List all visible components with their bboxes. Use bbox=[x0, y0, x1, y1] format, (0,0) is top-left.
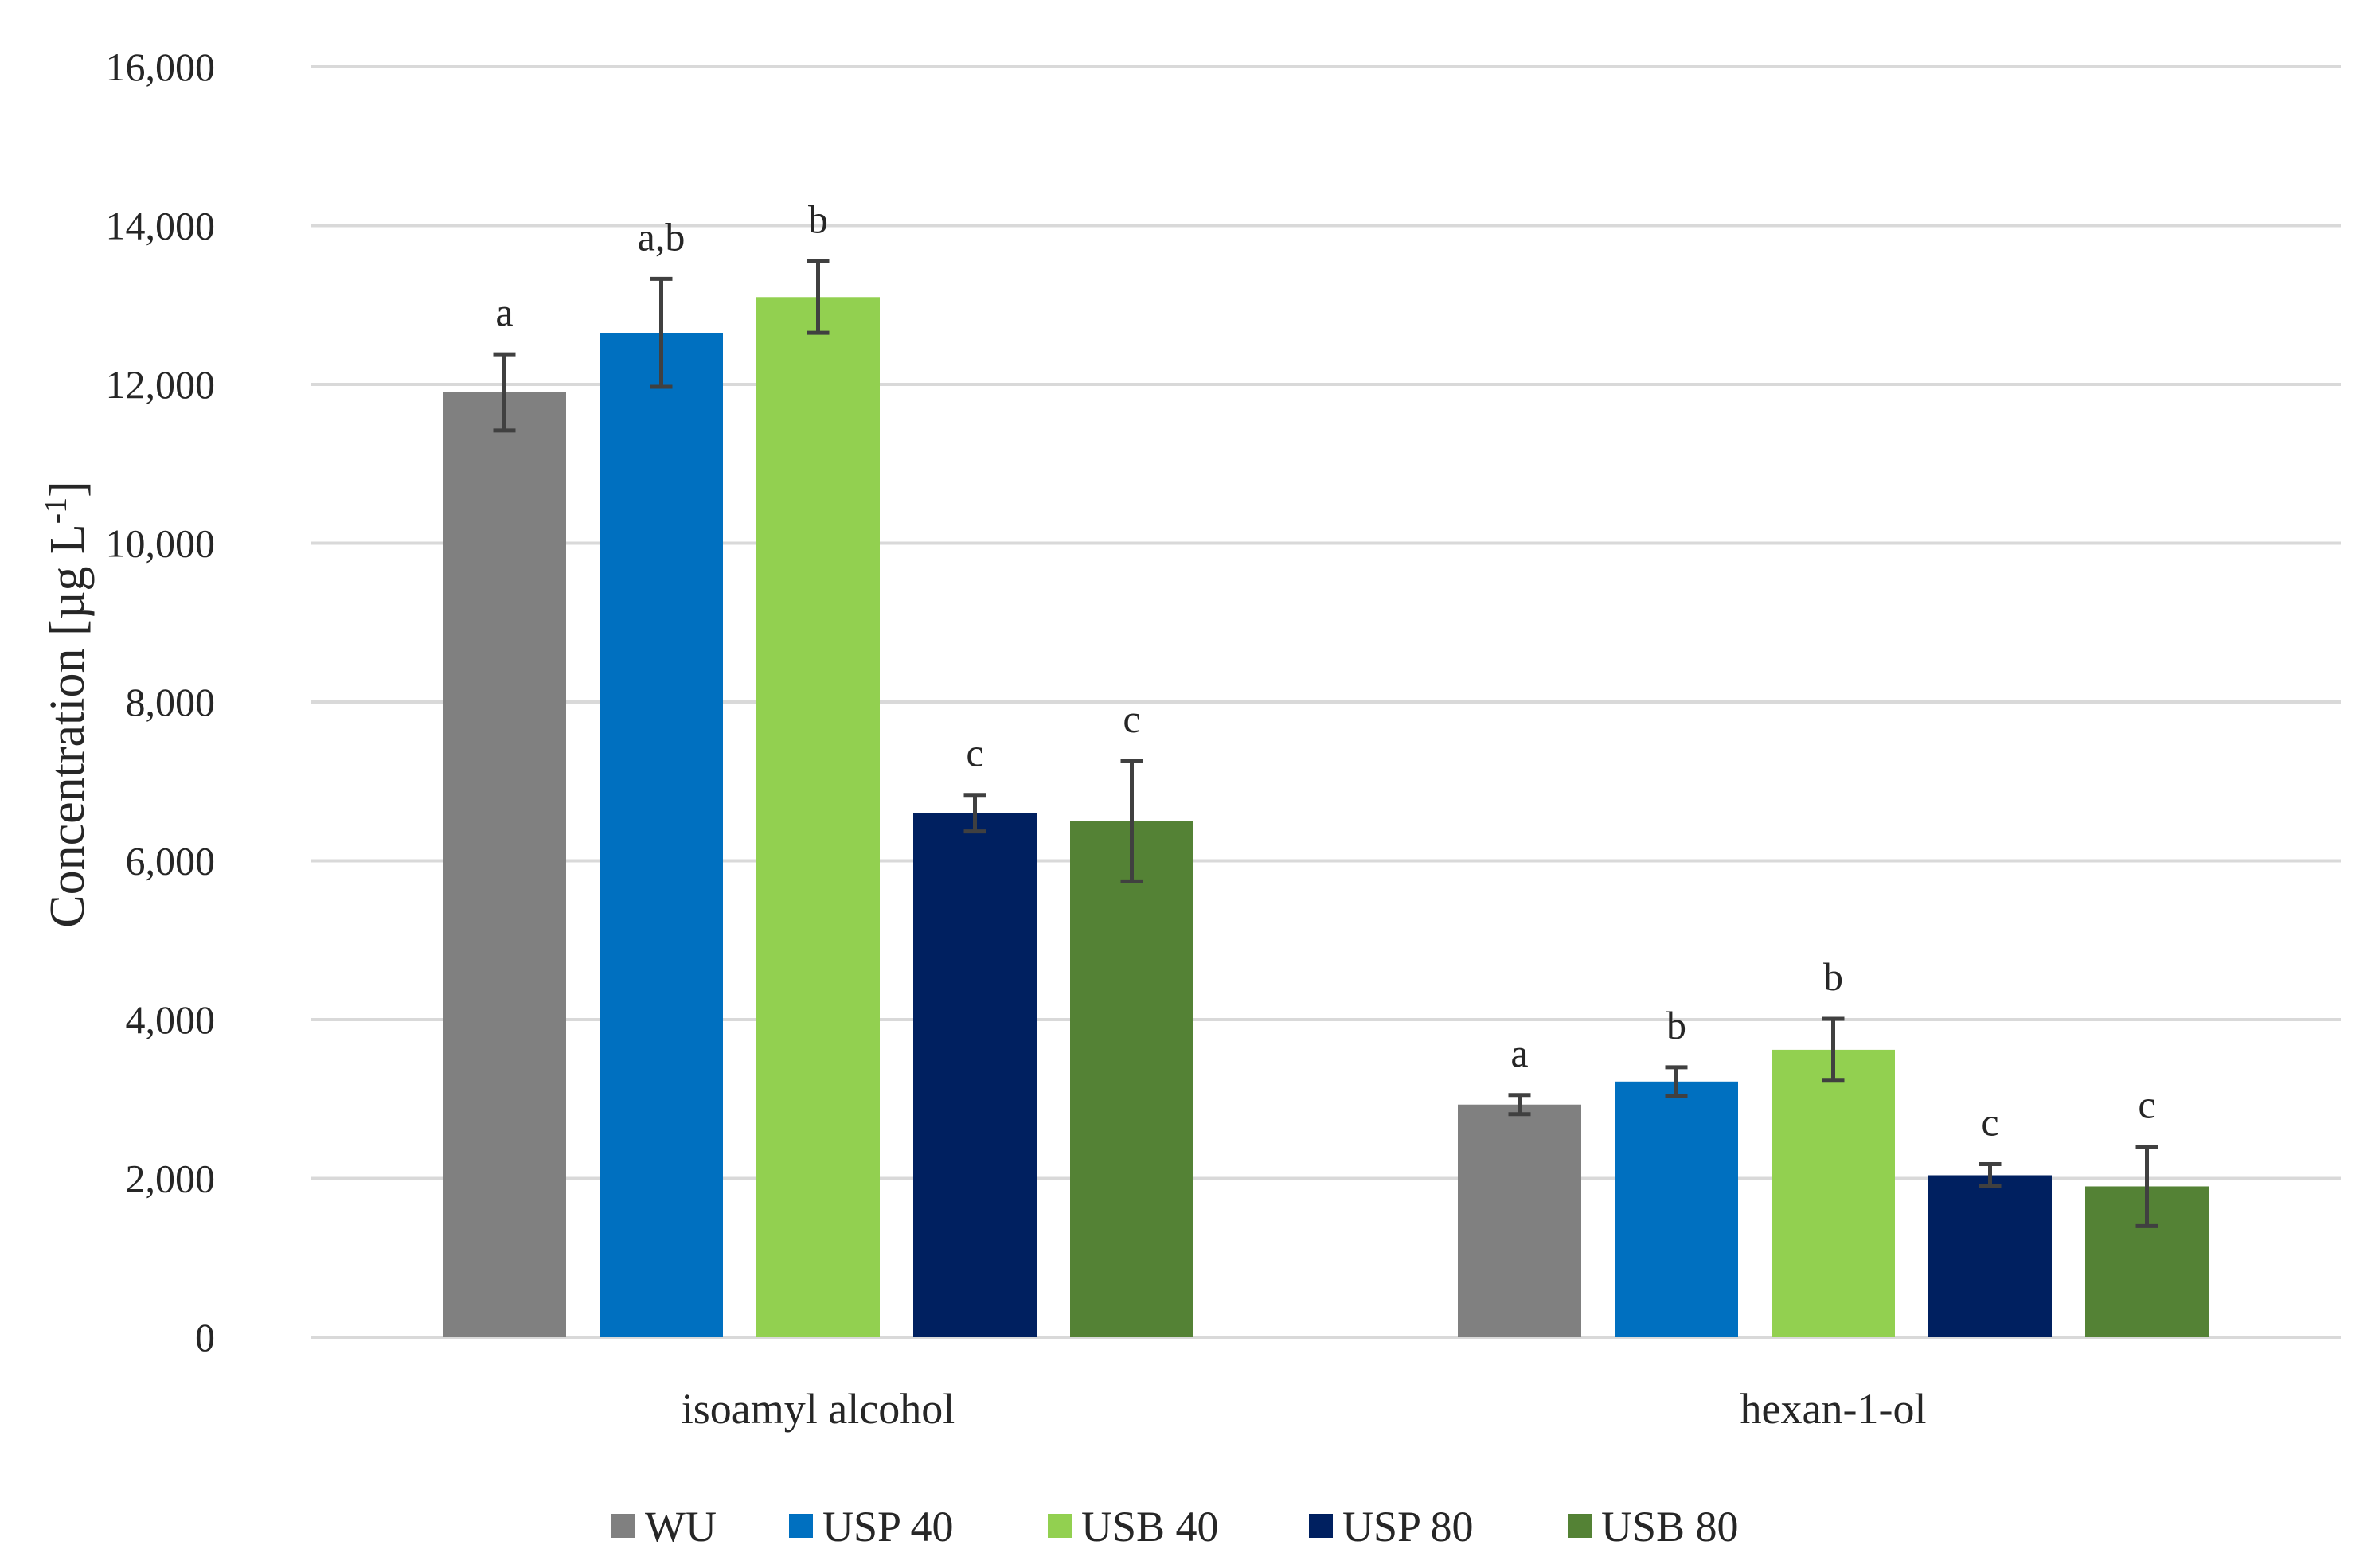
error-bar bbox=[963, 793, 986, 834]
y-tick-label: 2,000 bbox=[126, 1156, 216, 1201]
legend-swatch bbox=[1309, 1514, 1333, 1538]
y-tick-label: 0 bbox=[195, 1315, 215, 1359]
legend-item: USB 80 bbox=[1568, 1503, 1739, 1550]
y-tick-label: 4,000 bbox=[126, 997, 216, 1042]
bar-usp-40-isoamyl-alcohol bbox=[600, 333, 723, 1338]
y-tick-label: 12,000 bbox=[106, 362, 216, 407]
y-tick-label: 14,000 bbox=[106, 204, 216, 248]
y-tick-label: 10,000 bbox=[106, 521, 216, 566]
error-bar bbox=[807, 259, 830, 335]
bar-wu-hexan-1-ol bbox=[1458, 1104, 1581, 1337]
legend-item: WU bbox=[611, 1503, 717, 1550]
significance-letter: a,b bbox=[638, 214, 686, 259]
legend-label: USB 40 bbox=[1081, 1503, 1219, 1550]
error-bar bbox=[2135, 1145, 2158, 1228]
error-bars bbox=[493, 259, 2158, 1228]
error-bar bbox=[1822, 1016, 1845, 1083]
category-label: hexan-1-ol bbox=[1740, 1385, 1927, 1433]
legend-swatch bbox=[611, 1514, 635, 1538]
error-bar bbox=[1120, 759, 1143, 883]
category-labels: isoamyl alcohol hexan-1-ol bbox=[682, 1385, 1927, 1433]
legend-swatch bbox=[1568, 1514, 1592, 1538]
error-bar bbox=[1508, 1093, 1531, 1117]
bar-usb-40-hexan-1-ol bbox=[1772, 1049, 1895, 1337]
y-axis-title: Concentration [µg L-1] bbox=[37, 481, 95, 927]
significance-letter: c bbox=[1123, 696, 1140, 741]
significance-letter: c bbox=[966, 731, 983, 775]
significance-letter: b bbox=[808, 197, 828, 241]
significance-letter: c bbox=[1981, 1100, 1998, 1145]
legend-item: USB 40 bbox=[1048, 1503, 1219, 1550]
bar-wu-isoamyl-alcohol bbox=[443, 392, 566, 1338]
error-bar bbox=[1665, 1065, 1688, 1098]
bar-usp-80-hexan-1-ol bbox=[1928, 1175, 2052, 1337]
significance-letter: b bbox=[1666, 1003, 1686, 1047]
significance-letter: a bbox=[1510, 1031, 1528, 1075]
significance-letter: b bbox=[1823, 954, 1843, 999]
error-bar bbox=[650, 276, 673, 389]
legend-swatch bbox=[1048, 1514, 1072, 1538]
significance-letters: a a,b b c c a b b c c bbox=[495, 197, 2155, 1144]
error-bar bbox=[493, 352, 516, 433]
y-axis-ticks: 0 2,000 4,000 6,000 8,000 10,000 12,000 14,000 1… bbox=[106, 45, 216, 1359]
bar-usb-80-isoamyl-alcohol bbox=[1070, 821, 1193, 1337]
legend-item: USP 40 bbox=[789, 1503, 954, 1550]
bars bbox=[443, 297, 2209, 1338]
error-bar bbox=[1979, 1162, 2002, 1188]
legend-item: USP 80 bbox=[1309, 1503, 1474, 1550]
category-label: isoamyl alcohol bbox=[682, 1385, 955, 1433]
y-tick-label: 8,000 bbox=[126, 680, 216, 724]
legend: WU USP 40 USB 40 USP 80 USB 80 bbox=[611, 1503, 1739, 1550]
bar-usp-80-isoamyl-alcohol bbox=[913, 813, 1037, 1337]
legend-label: USB 80 bbox=[1601, 1503, 1739, 1550]
significance-letter: c bbox=[2138, 1082, 2155, 1127]
y-tick-label: 6,000 bbox=[126, 839, 216, 883]
y-tick-label: 16,000 bbox=[106, 45, 216, 89]
legend-swatch bbox=[789, 1514, 813, 1538]
bar-usb-40-isoamyl-alcohol bbox=[756, 297, 880, 1337]
legend-label: USP 40 bbox=[822, 1503, 954, 1550]
legend-label: WU bbox=[645, 1503, 717, 1550]
significance-letter: a bbox=[495, 290, 513, 334]
legend-label: USP 80 bbox=[1342, 1503, 1474, 1550]
bar-usp-40-hexan-1-ol bbox=[1615, 1081, 1738, 1337]
